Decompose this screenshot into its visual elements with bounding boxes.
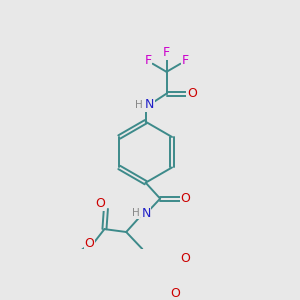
Text: H: H <box>132 208 140 218</box>
Text: O: O <box>181 192 190 205</box>
Text: N: N <box>141 207 151 220</box>
Text: O: O <box>96 197 106 210</box>
Text: O: O <box>84 237 94 250</box>
Text: O: O <box>171 287 181 300</box>
Text: H: H <box>135 100 143 110</box>
Text: F: F <box>145 54 152 67</box>
Text: F: F <box>163 46 170 59</box>
Text: N: N <box>145 98 154 111</box>
Text: O: O <box>187 86 197 100</box>
Text: O: O <box>180 252 190 265</box>
Text: F: F <box>181 54 188 67</box>
